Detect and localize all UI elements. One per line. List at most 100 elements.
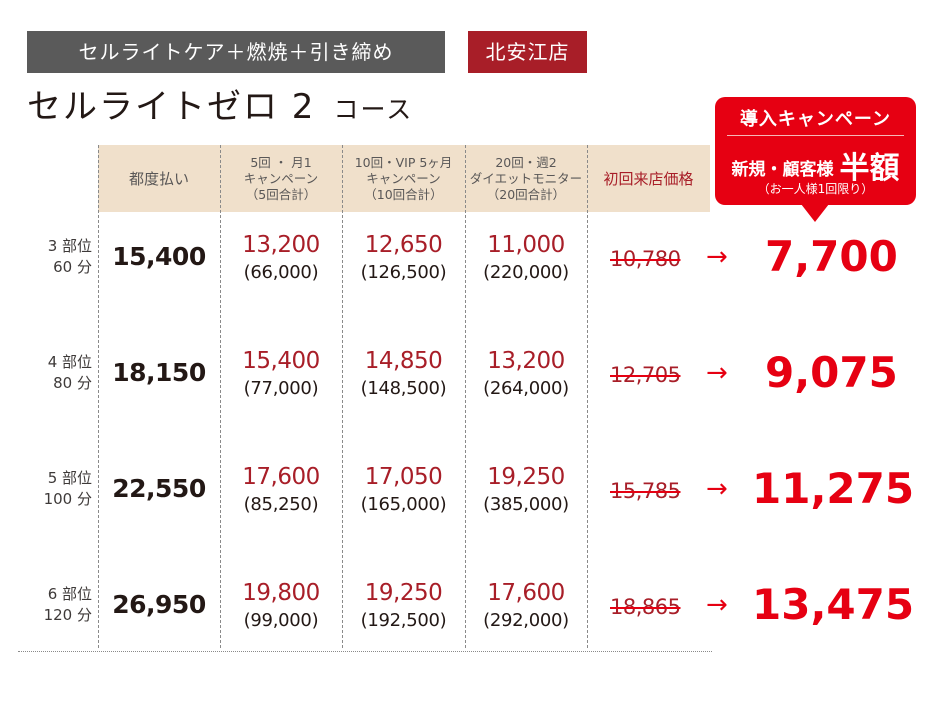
first-visit-new-price: 11,275 xyxy=(752,464,915,513)
plan-price: 13,200 xyxy=(487,348,565,374)
speech-bubble-tail-icon xyxy=(801,204,829,222)
column-header-line: キャンペーン xyxy=(243,170,319,186)
first-visit-old-price: 12,705 xyxy=(610,363,681,387)
campaign-target: 新規・顧客様 xyxy=(731,160,834,180)
plan-cell: 19,250 (192,500) xyxy=(342,578,465,634)
plan-cell: 12,650 (126,500) xyxy=(342,230,465,286)
store-badge: 北安江店 xyxy=(468,31,587,73)
row-label-areas: 6 部位 xyxy=(47,585,92,603)
row-label-duration: 100 分 xyxy=(43,490,92,508)
campaign-discount: 半額 xyxy=(839,151,900,186)
plan-price: 17,600 xyxy=(242,464,320,490)
plan-cell: 19,250 (385,000) xyxy=(465,462,587,518)
row-label-areas: 5 部位 xyxy=(47,469,92,487)
row-label: 5 部位 100 分 xyxy=(20,468,92,510)
plan-total: (220,000) xyxy=(483,262,569,283)
plan-total: (385,000) xyxy=(483,494,569,515)
plan-cell: 14,850 (148,500) xyxy=(342,346,465,402)
campaign-title: 導入キャンペーン xyxy=(739,109,892,130)
row-label-duration: 80 分 xyxy=(53,374,92,392)
column-header-10-sessions: 10回・VIP 5ヶ月 キャンペーン （10回合計） xyxy=(342,145,465,212)
plan-cell: 13,200 (66,000) xyxy=(220,230,342,286)
row-label: 4 部位 80 分 xyxy=(20,352,92,394)
plan-price: 17,600 xyxy=(487,580,565,606)
first-visit-new-price: 9,075 xyxy=(765,348,898,397)
column-header-line: （10回合計） xyxy=(364,186,443,202)
table-row: 3 部位 60 分 15,400 13,200 (66,000) 12,650 … xyxy=(0,218,930,334)
arrow-right-icon: → xyxy=(706,358,728,388)
table-header-band xyxy=(98,145,710,212)
plan-total: (264,000) xyxy=(483,378,569,399)
column-header-line: （5回合計） xyxy=(245,186,317,202)
plan-price: 12,650 xyxy=(364,232,443,258)
column-header-line: ダイエットモニター xyxy=(469,170,583,186)
row-label-areas: 4 部位 xyxy=(47,353,92,371)
column-header-line: 5回 ・ 月1 xyxy=(250,154,312,170)
plan-total: (85,250) xyxy=(243,494,319,515)
first-visit-old-price: 10,780 xyxy=(610,247,681,271)
plan-total: (192,500) xyxy=(360,610,447,631)
row-label-areas: 3 部位 xyxy=(47,237,92,255)
course-suffix: コース xyxy=(333,95,414,124)
arrow-right-icon: → xyxy=(706,242,728,272)
column-divider xyxy=(587,145,588,648)
table-row: 6 部位 120 分 26,950 19,800 (99,000) 19,250… xyxy=(0,566,930,682)
row-label-duration: 120 分 xyxy=(43,606,92,624)
standard-price: 22,550 xyxy=(112,474,206,503)
standard-price: 15,400 xyxy=(112,242,206,271)
arrow-right-icon: → xyxy=(706,474,728,504)
first-visit-old-price: 15,785 xyxy=(610,479,681,503)
column-divider xyxy=(220,145,221,648)
plan-total: (148,500) xyxy=(360,378,447,399)
column-header-line: 初回来店価格 xyxy=(603,169,694,188)
course-category-banner: セルライトケア＋燃焼＋引き締め xyxy=(27,31,445,73)
column-header-line: 10回・VIP 5ヶ月 xyxy=(354,154,453,170)
plan-price: 19,800 xyxy=(242,580,320,606)
table-row: 5 部位 100 分 22,550 17,600 (85,250) 17,050… xyxy=(0,450,930,566)
plan-total: (126,500) xyxy=(360,262,447,283)
plan-cell: 17,600 (292,000) xyxy=(465,578,587,634)
standard-price: 26,950 xyxy=(112,590,206,619)
column-header-5-sessions: 5回 ・ 月1 キャンペーン （5回合計） xyxy=(220,145,342,212)
plan-price: 15,400 xyxy=(242,348,320,374)
plan-cell: 13,200 (264,000) xyxy=(465,346,587,402)
plan-total: (99,000) xyxy=(243,610,319,631)
course-name: セルライトゼロ 2 xyxy=(27,87,316,127)
plan-total: (292,000) xyxy=(483,610,569,631)
page-title: セルライトゼロ 2 コース xyxy=(27,84,413,133)
plan-price: 17,050 xyxy=(364,464,443,490)
campaign-bubble: 導入キャンペーン 新規・顧客様 半額 （お一人様1回限り） xyxy=(715,97,916,205)
column-header-20-sessions: 20回・週2 ダイエットモニター （20回合計） xyxy=(465,145,587,212)
campaign-divider xyxy=(727,135,904,136)
plan-cell: 19,800 (99,000) xyxy=(220,578,342,634)
row-label-duration: 60 分 xyxy=(53,258,92,276)
first-visit-old-price: 18,865 xyxy=(610,595,681,619)
campaign-note: （お一人様1回限り） xyxy=(757,182,874,196)
plan-price: 19,250 xyxy=(364,580,443,606)
plan-cell: 15,400 (77,000) xyxy=(220,346,342,402)
plan-price: 14,850 xyxy=(364,348,443,374)
first-visit-new-price: 13,475 xyxy=(752,580,915,629)
arrow-right-icon: → xyxy=(706,590,728,620)
plan-total: (66,000) xyxy=(243,262,319,283)
column-header-line: 20回・週2 xyxy=(495,154,557,170)
column-header-line: （20回合計） xyxy=(486,186,566,202)
table-bottom-divider xyxy=(18,651,712,652)
column-divider xyxy=(342,145,343,648)
plan-cell: 17,050 (165,000) xyxy=(342,462,465,518)
plan-cell: 17,600 (85,250) xyxy=(220,462,342,518)
plan-cell: 11,000 (220,000) xyxy=(465,230,587,286)
plan-price: 11,000 xyxy=(487,232,565,258)
plan-price: 13,200 xyxy=(242,232,320,258)
campaign-offer: 新規・顧客様 半額 xyxy=(715,143,916,187)
row-label: 3 部位 60 分 xyxy=(20,236,92,278)
column-header-standard: 都度払い xyxy=(98,145,220,212)
column-divider xyxy=(465,145,466,648)
column-header-first-visit: 初回来店価格 xyxy=(587,145,710,212)
first-visit-new-price: 7,700 xyxy=(765,232,898,281)
standard-price: 18,150 xyxy=(112,358,206,387)
table-row: 4 部位 80 分 18,150 15,400 (77,000) 14,850 … xyxy=(0,334,930,450)
plan-total: (77,000) xyxy=(243,378,319,399)
plan-price: 19,250 xyxy=(487,464,565,490)
column-divider xyxy=(98,145,99,648)
